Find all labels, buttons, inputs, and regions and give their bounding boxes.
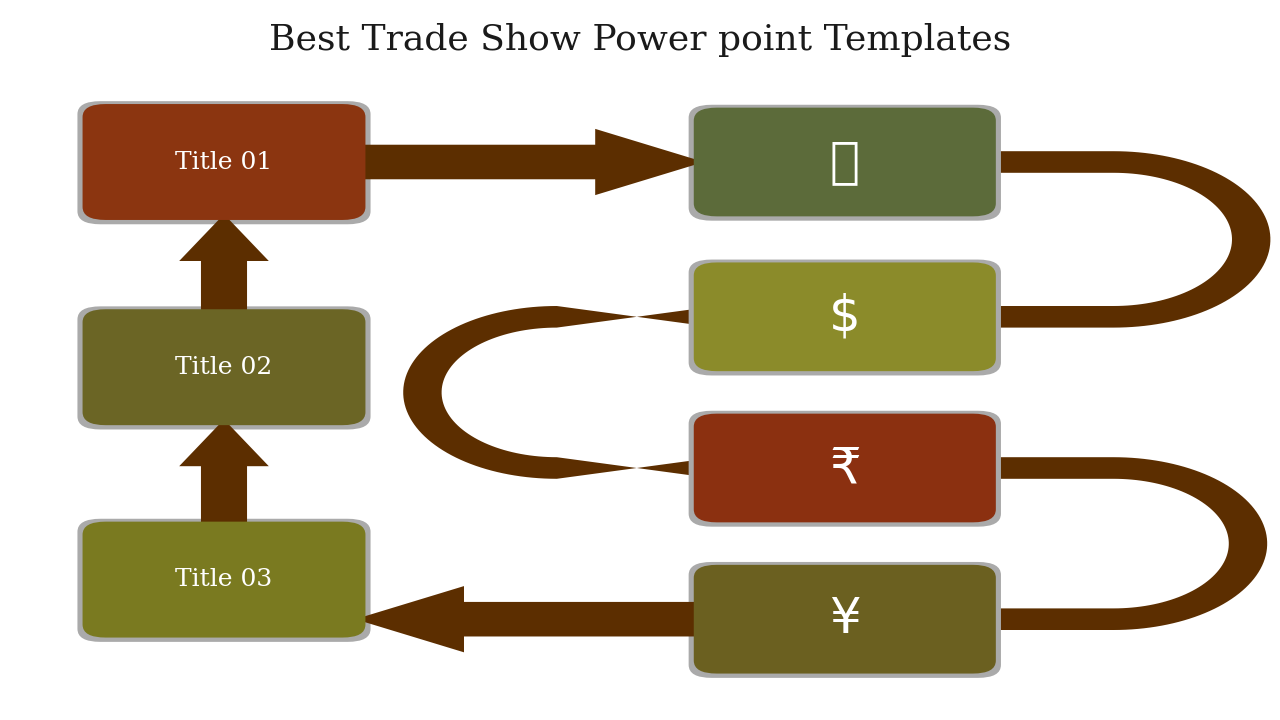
Polygon shape bbox=[403, 306, 771, 503]
FancyBboxPatch shape bbox=[689, 259, 1001, 376]
Text: ₿: ₿ bbox=[829, 138, 860, 186]
Text: Best Trade Show Power point Templates: Best Trade Show Power point Templates bbox=[269, 22, 1011, 57]
Polygon shape bbox=[355, 586, 704, 652]
Text: Title 01: Title 01 bbox=[175, 150, 273, 174]
Text: Title 03: Title 03 bbox=[175, 568, 273, 591]
FancyBboxPatch shape bbox=[689, 105, 1001, 221]
FancyBboxPatch shape bbox=[689, 562, 1001, 678]
Polygon shape bbox=[919, 457, 1267, 654]
FancyBboxPatch shape bbox=[77, 307, 371, 429]
Text: ₹: ₹ bbox=[829, 444, 860, 492]
Polygon shape bbox=[355, 129, 704, 195]
FancyBboxPatch shape bbox=[82, 310, 366, 425]
FancyBboxPatch shape bbox=[694, 262, 996, 372]
Polygon shape bbox=[179, 215, 269, 315]
Polygon shape bbox=[179, 419, 269, 527]
Text: Title 02: Title 02 bbox=[175, 356, 273, 379]
FancyBboxPatch shape bbox=[694, 413, 996, 523]
FancyBboxPatch shape bbox=[694, 108, 996, 217]
FancyBboxPatch shape bbox=[77, 102, 371, 225]
FancyBboxPatch shape bbox=[82, 104, 366, 220]
FancyBboxPatch shape bbox=[82, 521, 366, 638]
FancyBboxPatch shape bbox=[689, 410, 1001, 527]
Polygon shape bbox=[919, 151, 1270, 351]
Text: ¥: ¥ bbox=[829, 595, 860, 643]
FancyBboxPatch shape bbox=[694, 564, 996, 674]
Text: $: $ bbox=[829, 293, 860, 341]
FancyBboxPatch shape bbox=[77, 518, 371, 642]
